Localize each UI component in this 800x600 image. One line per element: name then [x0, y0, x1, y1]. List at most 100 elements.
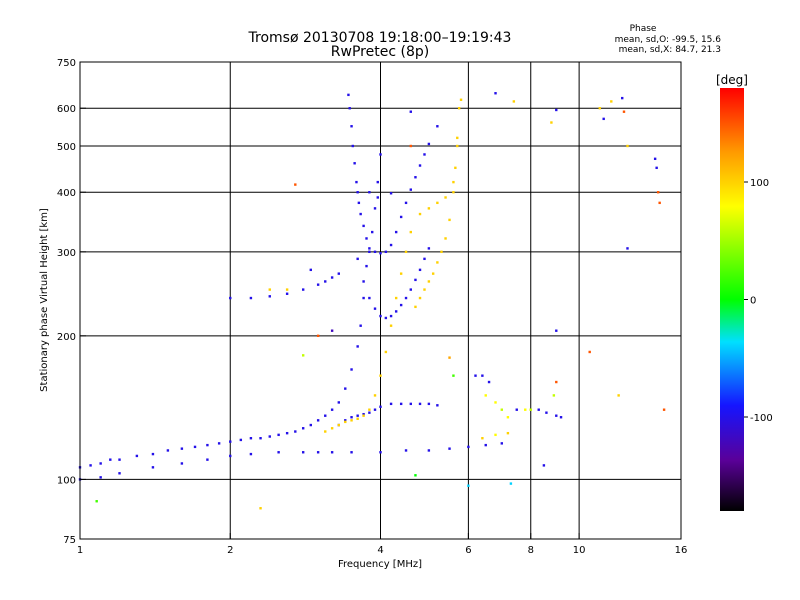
data-point — [481, 437, 484, 440]
data-point — [357, 201, 361, 205]
data-point — [337, 401, 341, 404]
data-point — [384, 350, 388, 354]
data-point — [655, 166, 658, 170]
data-point — [494, 92, 497, 95]
data-point — [362, 296, 365, 300]
data-point — [423, 257, 426, 261]
data-point — [316, 451, 320, 454]
data-point — [515, 408, 518, 411]
data-point — [229, 296, 232, 300]
data-point — [268, 288, 271, 291]
data-point — [294, 430, 297, 433]
data-point — [598, 107, 601, 110]
data-point — [344, 387, 347, 390]
data-point — [118, 458, 121, 461]
data-point — [99, 476, 102, 479]
data-point — [373, 408, 377, 411]
data-point — [524, 408, 527, 411]
data-point — [399, 272, 403, 275]
data-point — [285, 292, 289, 295]
x-tick-label: 16 — [675, 545, 688, 556]
data-point — [409, 402, 412, 406]
data-point — [431, 272, 435, 275]
data-point — [506, 416, 510, 419]
data-point — [268, 435, 271, 438]
data-point — [427, 402, 431, 406]
y-tick-label: 300 — [57, 248, 76, 259]
data-point — [559, 416, 563, 419]
data-point — [294, 183, 297, 186]
data-point — [348, 107, 351, 110]
y-axis-label: Stationary phase Virtual Height [km] — [39, 208, 50, 392]
data-point — [355, 180, 358, 184]
y-tick-label: 600 — [57, 104, 76, 115]
data-point — [118, 472, 121, 475]
data-point — [427, 142, 431, 146]
data-point — [414, 278, 417, 282]
data-point — [509, 482, 513, 485]
phase-stats-x: mean, sd,X: 84.7, 21.3 — [619, 45, 721, 55]
data-point — [379, 314, 382, 318]
data-point — [309, 268, 312, 272]
data-point — [166, 449, 170, 452]
y-tick-label: 400 — [57, 188, 76, 199]
data-point — [427, 280, 431, 283]
chart-title-line2: RwPretec (8p) — [331, 44, 429, 60]
data-point — [555, 108, 558, 112]
data-point — [376, 180, 379, 184]
y-tick-label: 750 — [57, 58, 76, 69]
grid-lines — [80, 62, 681, 539]
y-tick-label: 500 — [57, 142, 76, 153]
colorbar-ticks: 100 0 -100 — [744, 178, 773, 424]
data-point — [423, 153, 426, 156]
data-point — [448, 447, 451, 450]
data-point — [394, 310, 398, 313]
data-point — [542, 464, 546, 467]
data-point — [399, 215, 403, 219]
data-point — [610, 100, 613, 103]
data-point — [316, 419, 320, 422]
data-point — [456, 144, 459, 148]
data-point — [379, 252, 382, 255]
data-point — [229, 454, 232, 458]
data-point — [506, 431, 510, 435]
data-point — [350, 368, 353, 371]
data-point — [350, 419, 353, 422]
data-point — [229, 440, 232, 443]
data-point — [409, 230, 412, 234]
data-point — [373, 250, 377, 254]
data-point — [404, 296, 408, 300]
data-point — [277, 451, 280, 454]
x-tick-label: 10 — [573, 545, 586, 556]
data-point — [350, 451, 353, 454]
data-point — [356, 191, 359, 194]
data-point — [537, 408, 540, 411]
data-point — [206, 458, 209, 461]
data-point — [151, 452, 155, 456]
data-point — [324, 280, 327, 283]
data-point — [356, 345, 359, 348]
data-point — [368, 411, 371, 414]
data-point — [359, 212, 362, 216]
data-point — [414, 176, 417, 179]
data-point — [324, 414, 327, 417]
x-axis-label: Frequency [MHz] — [338, 559, 422, 570]
data-point — [452, 374, 455, 377]
data-point — [389, 192, 393, 195]
data-point — [555, 380, 558, 384]
data-points — [78, 92, 666, 510]
data-point — [409, 188, 412, 191]
data-point — [301, 451, 305, 454]
data-point — [427, 449, 431, 452]
y-tick-label: 200 — [57, 332, 76, 343]
data-point — [379, 451, 382, 454]
data-point — [301, 354, 305, 357]
data-point — [373, 307, 377, 310]
data-point — [277, 433, 280, 437]
data-point — [151, 466, 155, 469]
data-point — [350, 125, 353, 128]
data-point — [626, 144, 629, 148]
data-point — [448, 356, 451, 359]
data-point — [484, 394, 487, 397]
